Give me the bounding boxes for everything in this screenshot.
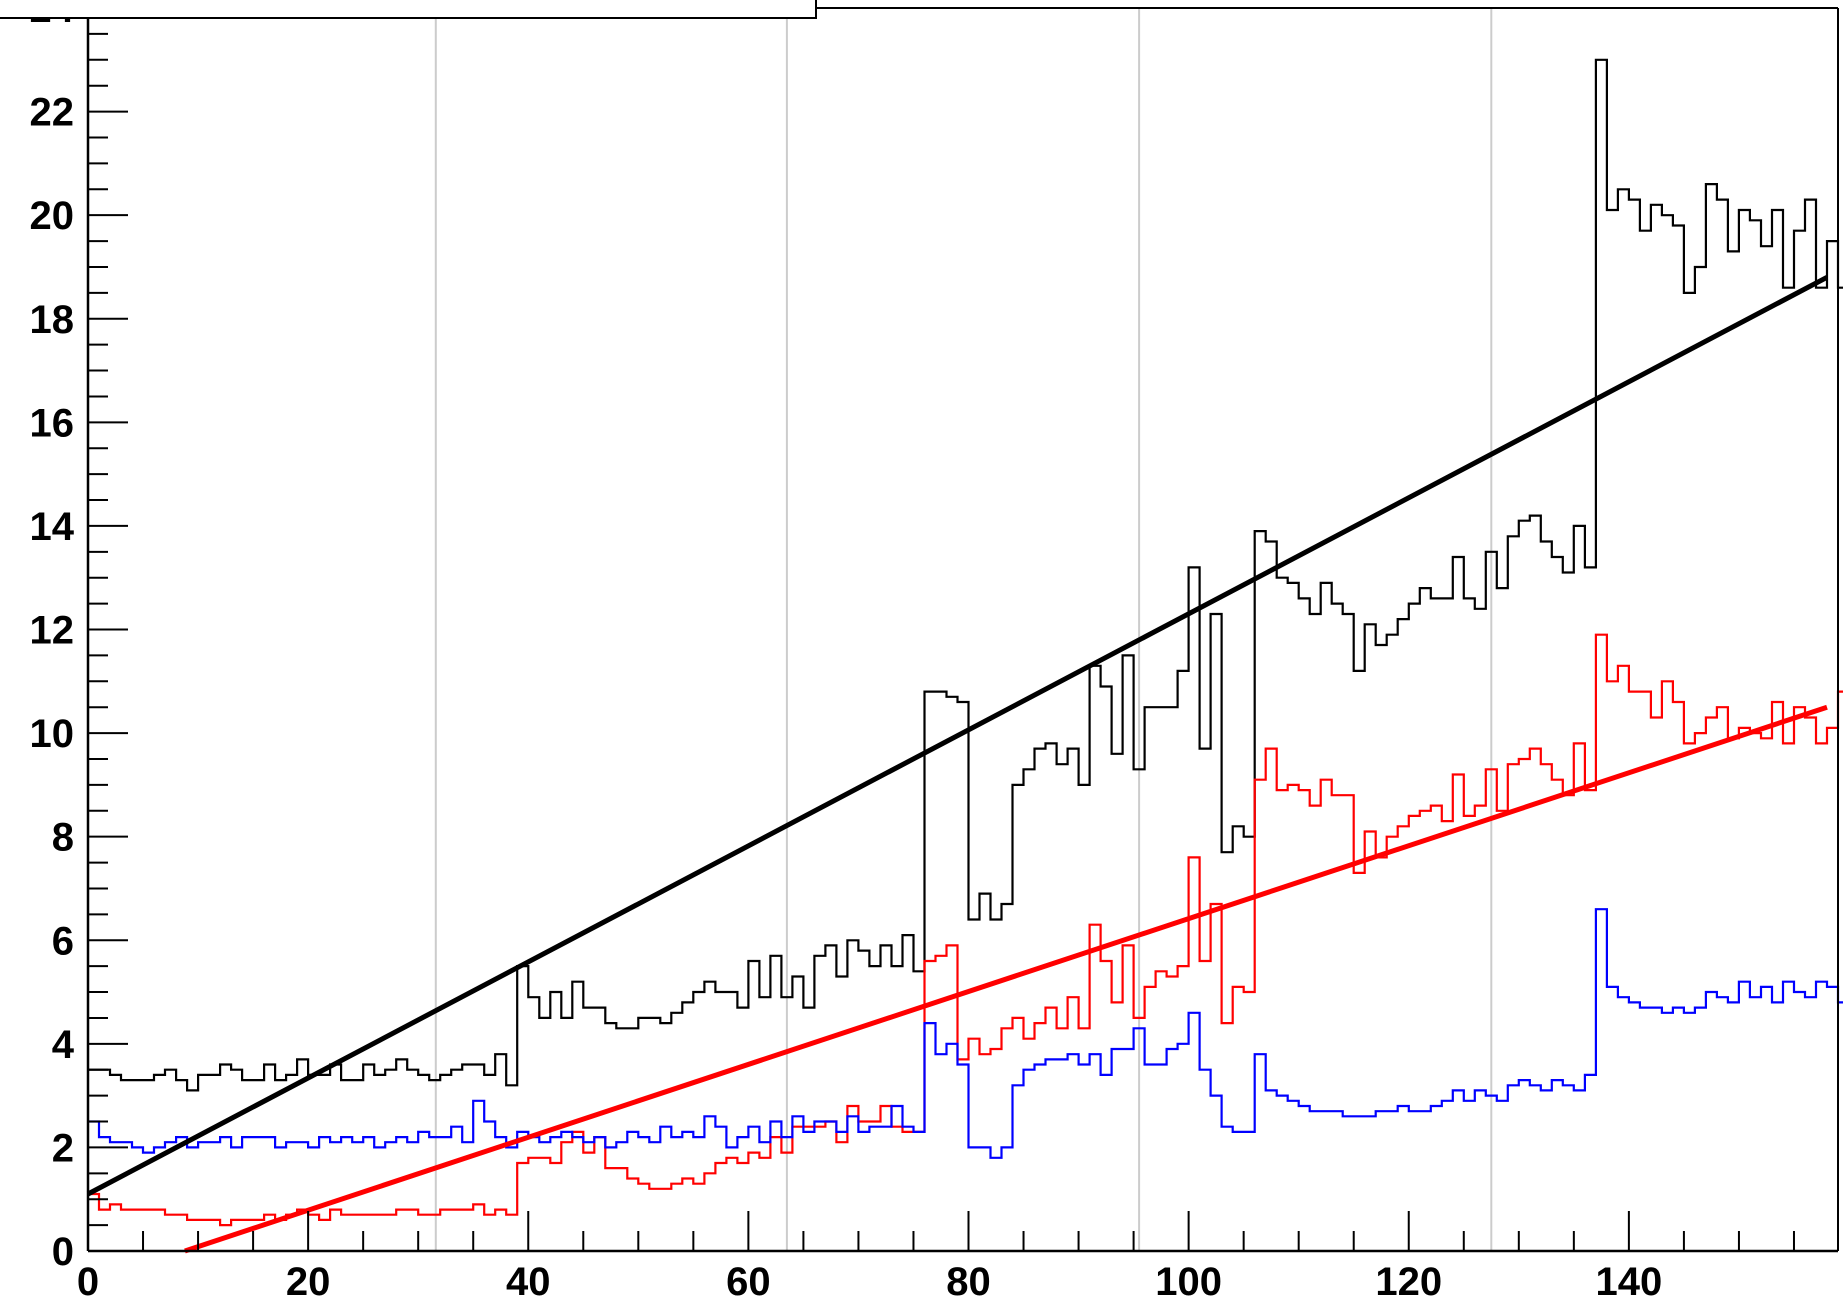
- y-tick-label: 6: [52, 919, 74, 963]
- y-tick-label: 0: [52, 1230, 74, 1274]
- x-tick-label: 80: [946, 1260, 991, 1304]
- y-tick-label: 16: [30, 401, 75, 445]
- series-layer: [86, 58, 1843, 1254]
- y-tick-label: 14: [30, 505, 75, 549]
- y-tick-label: 18: [30, 298, 75, 342]
- histogram-series-2: [88, 908, 1843, 1159]
- x-tick-label: 140: [1596, 1260, 1663, 1304]
- fit-line-4: [184, 704, 1828, 1254]
- x-tick-label: 120: [1375, 1260, 1442, 1304]
- x-tick-label: 40: [506, 1260, 551, 1304]
- legend-box: [0, 0, 817, 19]
- y-tick-label: 2: [52, 1126, 74, 1170]
- legend-frame: [0, 0, 817, 19]
- histogram-series-1: [88, 633, 1843, 1227]
- y-tick-label: 4: [52, 1023, 75, 1067]
- histogram-series-0: [88, 58, 1843, 1092]
- fit-line-3: [86, 275, 1829, 1197]
- y-tick-label: 22: [30, 91, 75, 135]
- x-tick-label: 20: [286, 1260, 331, 1304]
- vertical-gridlines: [434, 8, 1493, 1251]
- y-tick-label: 12: [30, 609, 75, 653]
- x-tick-label: 60: [726, 1260, 771, 1304]
- y-tick-label: 20: [30, 194, 75, 238]
- x-tick-label: 0: [77, 1260, 99, 1304]
- y-tick-label: 10: [30, 712, 75, 756]
- x-tick-label: 100: [1155, 1260, 1222, 1304]
- axis-ticks: [87, 7, 1795, 1252]
- y-tick-label: 8: [52, 816, 74, 860]
